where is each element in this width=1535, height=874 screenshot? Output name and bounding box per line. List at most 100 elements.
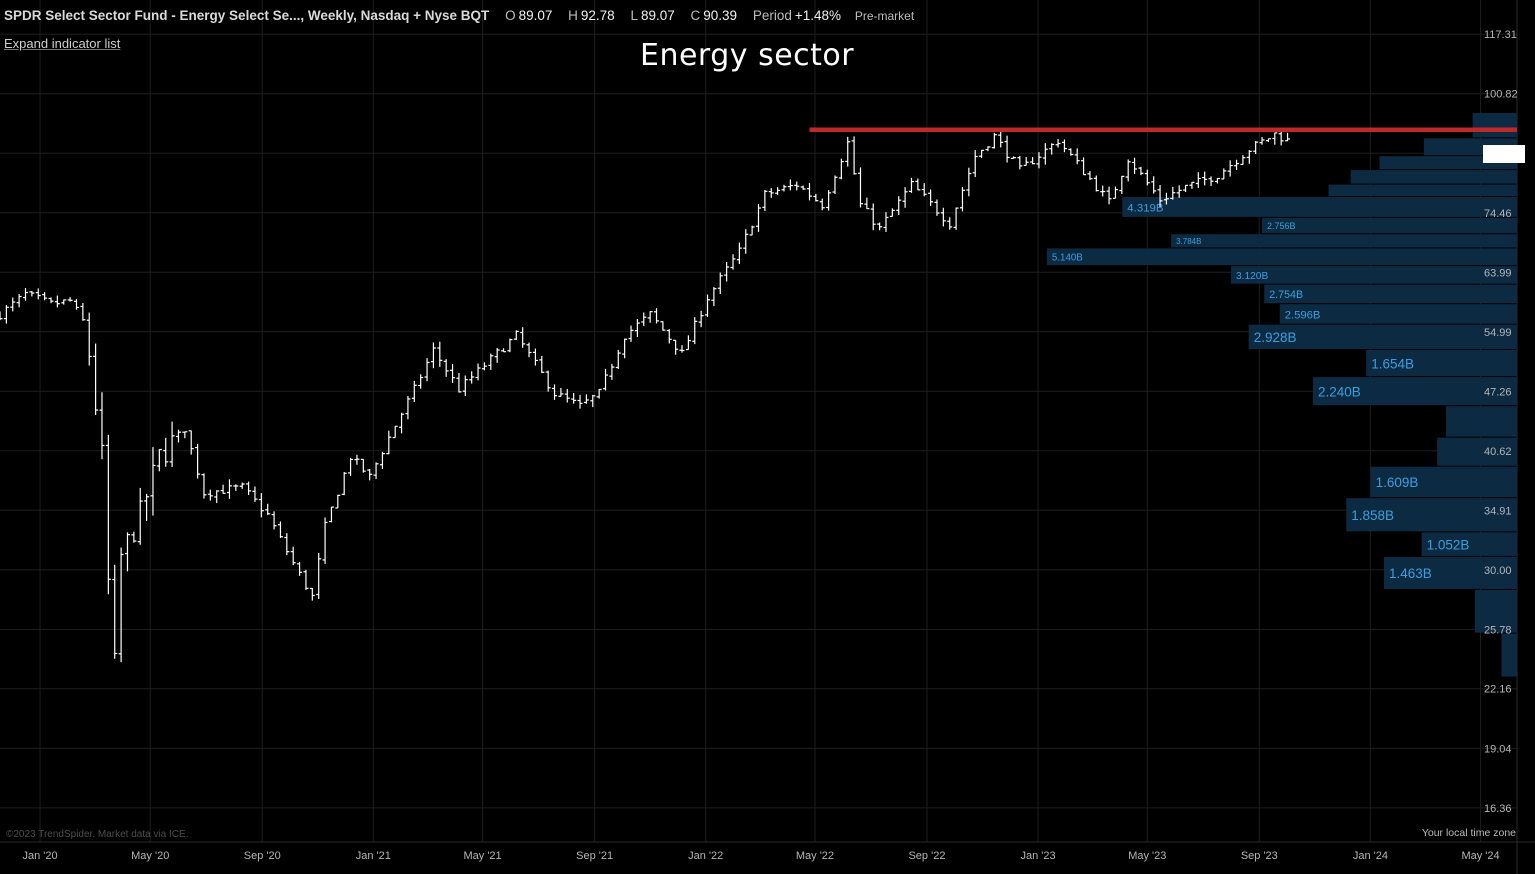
y-tick-label: 30.00 (1484, 565, 1512, 577)
ohlc-bar (679, 345, 685, 353)
y-tick-label: 22.16 (1484, 684, 1512, 696)
ohlc-bar (297, 561, 303, 576)
ohlc-bar (93, 343, 99, 416)
ohlc-bar (507, 338, 513, 353)
timezone-label[interactable]: Your local time zone (1421, 827, 1516, 839)
ohlc-bar (609, 363, 615, 380)
x-tick-label: May '21 (464, 850, 502, 862)
period-value: +1.48% (794, 8, 842, 23)
ohlc-bar (456, 373, 462, 393)
volume-profile-bar (1122, 197, 1517, 217)
ohlc-bar (717, 272, 723, 295)
ohlc-bar (666, 329, 672, 344)
volume-profile-label: 1.463B (1389, 566, 1432, 581)
symbol-title: SPDR Select Sector Fund - Energy Select … (4, 8, 490, 23)
volume-profile-label: 5.140B (1052, 253, 1083, 264)
ohlc-bar (838, 158, 844, 180)
ohlc-bar (749, 225, 755, 236)
ohlc-bar (577, 394, 583, 409)
ohlc-bar (430, 342, 436, 369)
ohlc-bar (10, 297, 16, 312)
ohlc-bar (851, 136, 857, 175)
volume-profile-label: 1.052B (1427, 537, 1470, 552)
ohlc-bar (724, 262, 730, 282)
ohlc-bar (239, 482, 245, 489)
y-tick-label: 63.99 (1484, 267, 1512, 279)
expand-indicator-list-link[interactable]: Expand indicator list (4, 36, 121, 51)
ohlc-bar (571, 393, 577, 404)
ohlc-bar (1138, 166, 1144, 176)
ohlc-bar (73, 298, 79, 310)
ohlc-bar (1214, 177, 1220, 184)
ohlc-bar (1259, 137, 1265, 145)
ohlc-bar (832, 175, 838, 195)
volume-profile-bar (1446, 406, 1517, 437)
ohlc-bar (1285, 132, 1291, 142)
volume-profile-bar (1370, 466, 1517, 498)
ohlc-bar (1163, 192, 1169, 205)
ohlc-bar (800, 185, 806, 190)
ohlc-bar (335, 494, 341, 509)
ohlc-bar (48, 297, 54, 304)
high-value: 92.78 (580, 8, 615, 23)
ohlc-bar (883, 212, 889, 233)
chart-title: Energy sector (640, 38, 855, 73)
ohlc-bar (437, 341, 443, 367)
ohlc-bar (1030, 157, 1036, 165)
ohlc-bar (226, 479, 232, 499)
volume-profile-bar (1279, 304, 1517, 324)
ohlc-bar (67, 297, 73, 302)
ohlc-bar (634, 319, 640, 338)
ohlc-bar (959, 186, 965, 212)
ohlc-bar (1234, 159, 1240, 170)
y-tick-label: 16.36 (1484, 803, 1512, 815)
ohlc-bar (214, 490, 220, 504)
ohlc-bar (290, 546, 296, 566)
ohlc-bar (628, 325, 634, 342)
ohlc-bar (622, 338, 628, 359)
ohlc-bar (647, 311, 653, 323)
ohlc-bar (373, 462, 379, 480)
ohlc-bar (692, 317, 698, 345)
volume-profile-bar (1264, 284, 1517, 304)
x-tick-label: Sep '21 (576, 850, 613, 862)
ohlc-bar (934, 199, 940, 216)
ohlc-bar (1183, 184, 1189, 193)
ohlc-bar (443, 359, 449, 377)
low-label: L (630, 8, 638, 23)
volume-profile-bar (1171, 234, 1517, 248)
volume-profile-label: 2.756B (1267, 221, 1296, 231)
ohlc-bar (1157, 184, 1163, 208)
ohlc-bar (889, 208, 895, 217)
ohlc-bar (1208, 176, 1214, 186)
ohlc-bar (787, 179, 793, 191)
ohlc-bar (3, 305, 9, 324)
ohlc-bar (1272, 132, 1278, 145)
ohlc-bar (80, 303, 86, 321)
ohlc-bar (1049, 143, 1055, 155)
ohlc-bar (462, 375, 468, 396)
ohlc-bar (603, 368, 609, 391)
y-tick-label: 47.26 (1484, 386, 1512, 398)
ohlc-bar (1151, 176, 1157, 194)
ohlc-bar (469, 371, 475, 384)
ohlc-bar (1240, 155, 1246, 166)
volume-profile-bar (1437, 437, 1517, 466)
volume-profile-bar (1328, 184, 1517, 197)
volume-profile-label: 2.928B (1254, 330, 1297, 345)
ohlc-bar (539, 355, 545, 373)
ohlc-bar (915, 178, 921, 191)
ohlc-bars (0, 129, 1291, 663)
volume-profile-bar (1383, 556, 1517, 589)
x-axis[interactable]: Jan '20 May '20 Sep '20 Jan '21 May '21 Sep '… (22, 850, 1499, 862)
ohlc-bar (112, 564, 118, 659)
ohlc-bar (685, 335, 691, 351)
ohlc-bar (303, 569, 309, 590)
ohlc-bar (1112, 186, 1118, 199)
ohlc-bar (354, 454, 360, 465)
open-label: O (505, 8, 516, 23)
ohlc-bar (641, 312, 647, 326)
ohlc-bar (271, 511, 277, 530)
